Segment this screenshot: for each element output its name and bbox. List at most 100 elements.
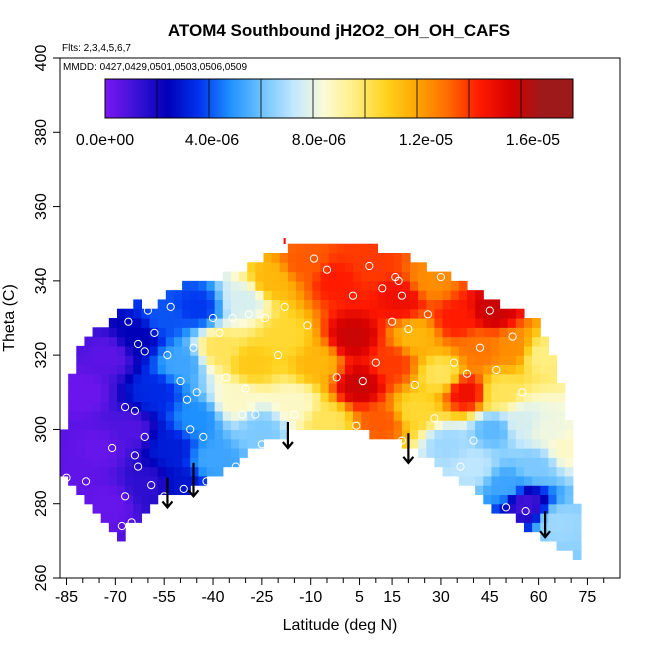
heatmap-cell bbox=[157, 345, 167, 356]
heatmap-cell bbox=[361, 364, 370, 375]
heatmap-cell bbox=[548, 494, 558, 505]
heatmap-cell bbox=[458, 448, 468, 458]
heatmap-cell bbox=[263, 308, 273, 319]
marker-arrow-head bbox=[187, 489, 200, 499]
heatmap-cell bbox=[279, 410, 289, 421]
heatmap-cell bbox=[287, 410, 297, 421]
heatmap-cell bbox=[304, 262, 313, 273]
heatmap-cell bbox=[401, 262, 411, 273]
heatmap-cell bbox=[353, 355, 362, 366]
heatmap-cell bbox=[214, 345, 224, 356]
heatmap-cell bbox=[255, 429, 265, 440]
observation-point bbox=[62, 473, 71, 482]
observation-point bbox=[492, 365, 501, 375]
heatmap-cell bbox=[475, 401, 484, 412]
heatmap-cell bbox=[361, 299, 370, 310]
heatmap-cell bbox=[312, 318, 322, 328]
heatmap-cell bbox=[133, 308, 142, 319]
heatmap-cell bbox=[173, 466, 183, 477]
heatmap-cell bbox=[116, 336, 126, 347]
heatmap-cell bbox=[222, 280, 232, 291]
heatmap-cell bbox=[450, 401, 460, 412]
heatmap-cell bbox=[255, 410, 265, 421]
heatmap-cell bbox=[133, 466, 142, 477]
heatmap-cell bbox=[141, 466, 151, 477]
heatmap-cell bbox=[418, 383, 427, 393]
heatmap-cell bbox=[157, 299, 167, 310]
heatmap-cell bbox=[100, 457, 110, 468]
heatmap-cell bbox=[499, 392, 509, 403]
heatmap-cell bbox=[222, 392, 232, 403]
heatmap-cell bbox=[499, 364, 509, 375]
heatmap-cell bbox=[369, 392, 379, 403]
heatmap-cell bbox=[116, 457, 126, 468]
heatmap-cell bbox=[230, 410, 240, 421]
heatmap-cell bbox=[336, 373, 346, 384]
heatmap-cell bbox=[182, 420, 191, 431]
x-tick-label: -85 bbox=[55, 589, 78, 606]
colorbar-segment bbox=[417, 79, 449, 118]
heatmap-cell bbox=[222, 318, 232, 328]
heatmap-cell bbox=[361, 243, 370, 254]
heatmap-cell bbox=[92, 383, 102, 393]
heatmap-cell bbox=[214, 336, 224, 347]
heatmap-cell bbox=[222, 290, 232, 301]
heatmap-cell bbox=[304, 392, 313, 403]
heatmap-cell bbox=[198, 457, 208, 468]
heatmap-cell bbox=[393, 299, 403, 310]
heatmap-cell bbox=[125, 327, 134, 338]
heatmap-cell bbox=[393, 336, 403, 347]
heatmap-cell bbox=[173, 318, 183, 328]
heatmap-cell bbox=[287, 327, 297, 338]
heatmap-cell bbox=[418, 373, 427, 384]
heatmap-cell bbox=[108, 429, 118, 440]
heatmap-cell bbox=[393, 253, 403, 263]
heatmap-cell bbox=[100, 355, 110, 366]
heatmap-cell bbox=[239, 271, 248, 282]
heatmap-cell bbox=[108, 485, 118, 496]
heatmap-cell bbox=[230, 308, 240, 319]
heatmap-cell bbox=[564, 494, 574, 505]
heatmap-cell bbox=[418, 355, 427, 366]
heatmap-cell bbox=[410, 290, 419, 301]
heatmap-cell bbox=[125, 392, 134, 403]
heatmap-cell bbox=[401, 438, 411, 449]
heatmap-cell bbox=[353, 271, 362, 282]
observation-point bbox=[163, 351, 172, 360]
heatmap-cell bbox=[475, 364, 484, 375]
heatmap-cell bbox=[426, 271, 436, 282]
heatmap-cell bbox=[450, 345, 460, 356]
x-tick-label: -10 bbox=[299, 589, 322, 606]
heatmap-cell bbox=[100, 485, 110, 496]
heatmap-cell bbox=[401, 336, 411, 347]
observation-point bbox=[257, 440, 266, 449]
heatmap-cell bbox=[165, 355, 175, 366]
heatmap-cell bbox=[296, 345, 305, 356]
heatmap-cell bbox=[491, 318, 501, 328]
heatmap-cell bbox=[133, 475, 142, 486]
heatmap-cell bbox=[92, 392, 102, 403]
heatmap-cell bbox=[336, 345, 346, 356]
heatmap-cell bbox=[523, 438, 533, 449]
heatmap-cell bbox=[157, 364, 167, 375]
heatmap-cell bbox=[165, 410, 175, 421]
colorbar-segment bbox=[448, 79, 480, 118]
heatmap-cell bbox=[564, 448, 574, 458]
heatmap-cell bbox=[515, 466, 525, 477]
heatmap-cell bbox=[564, 485, 574, 496]
heatmap-cell bbox=[564, 457, 574, 468]
heatmap-cell bbox=[377, 318, 387, 328]
colorbar-segment bbox=[167, 79, 200, 118]
heatmap-cell bbox=[499, 494, 509, 505]
heatmap-cell bbox=[320, 345, 330, 356]
heatmap-cell bbox=[434, 420, 444, 431]
observation-point bbox=[143, 306, 152, 315]
heatmap-cell bbox=[198, 401, 208, 412]
heatmap-cell bbox=[287, 345, 297, 356]
heatmap-cell bbox=[401, 318, 411, 328]
heatmap-cell bbox=[133, 373, 142, 384]
heatmap-cell bbox=[483, 336, 492, 347]
heatmap-cell bbox=[499, 485, 509, 496]
heatmap-cell bbox=[133, 392, 142, 403]
heatmap-cell bbox=[157, 392, 167, 403]
